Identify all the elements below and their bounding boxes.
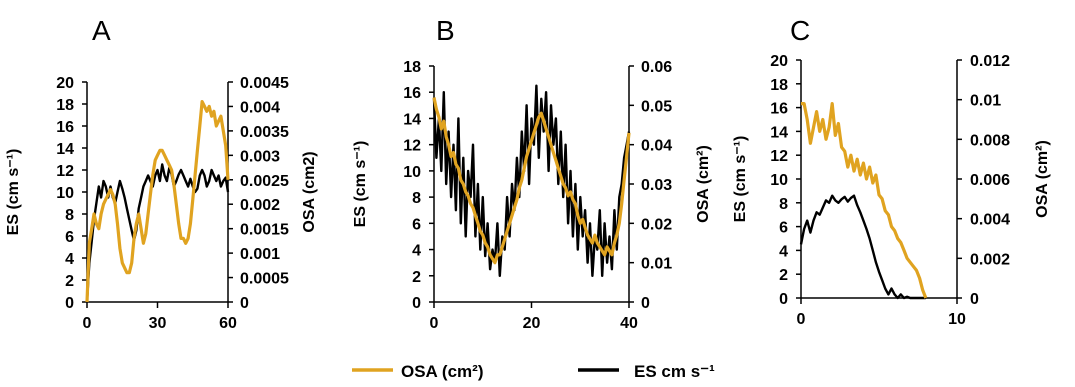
y-right-tick-label: 0.002 — [970, 251, 1010, 268]
y-right-tick-label: 0.01 — [970, 93, 1001, 110]
y-left-tick-label: 6 — [412, 216, 421, 233]
chart-panel-A: A0 30 600246810121416182000.00050.0010.001… — [5, 15, 318, 332]
y-left-tick-label: 14 — [403, 111, 421, 128]
y-left-tick-label: 12 — [56, 163, 74, 180]
y-left-axis-label: ES (cm s⁻¹) — [732, 136, 749, 223]
y-right-tick-label: 0.006 — [970, 172, 1010, 189]
x-tick-label: 60 — [219, 315, 237, 332]
y-right-tick-label: 0.04 — [641, 138, 672, 155]
y-left-tick-label: 6 — [779, 220, 788, 237]
panel-label: A — [92, 15, 111, 46]
y-right-tick-label: 0.05 — [641, 98, 672, 115]
y-right-axis-label: OSA (cm²) — [695, 145, 712, 223]
x-tick-label: 30 — [149, 315, 167, 332]
y-right-tick-label: 0.003 — [240, 148, 280, 165]
osa-series-line — [801, 101, 928, 299]
y-left-tick-label: 18 — [770, 77, 788, 94]
y-left-tick-label: 0 — [412, 295, 421, 312]
y-left-tick-label: 16 — [56, 119, 74, 136]
y-right-tick-label: 0.0025 — [240, 173, 289, 190]
y-left-tick-label: 14 — [770, 124, 788, 141]
y-right-tick-label: 0.0005 — [240, 271, 289, 288]
y-left-tick-label: 12 — [403, 138, 421, 155]
legend-osa-label: OSA (cm²) — [401, 362, 484, 381]
y-left-tick-label: 10 — [403, 164, 421, 181]
y-right-tick-label: 0.06 — [641, 59, 672, 76]
y-left-axis-label: ES (cm s⁻¹) — [352, 141, 369, 228]
panel-label: B — [436, 15, 455, 46]
y-right-tick-label: 0.02 — [641, 216, 672, 233]
y-left-tick-label: 18 — [403, 59, 421, 76]
y-right-tick-label: 0.01 — [641, 256, 672, 273]
y-left-axis-label: ES (cm s⁻¹) — [5, 149, 22, 236]
y-right-tick-label: 0.001 — [240, 246, 280, 263]
y-left-tick-label: 8 — [779, 196, 788, 213]
y-left-tick-label: 12 — [770, 148, 788, 165]
x-tick-label: 20 — [523, 315, 541, 332]
y-right-tick-label: 0.008 — [970, 132, 1010, 149]
y-left-tick-label: 4 — [779, 243, 788, 260]
es-series-line — [799, 194, 926, 300]
chart-panel-C: C0 100246810121416182000.0020.0040.0060.0… — [732, 15, 1051, 328]
y-right-tick-label: 0.004 — [240, 99, 280, 116]
es-series-line — [432, 84, 631, 277]
y-left-tick-label: 2 — [779, 267, 788, 284]
x-tick-label: 0 — [83, 315, 92, 332]
y-left-tick-label: 20 — [770, 53, 788, 70]
y-left-tick-label: 10 — [770, 172, 788, 189]
y-right-tick-label: 0.0035 — [240, 124, 289, 141]
y-left-tick-label: 0 — [65, 295, 74, 312]
y-left-tick-label: 10 — [56, 185, 74, 202]
y-left-tick-label: 16 — [770, 101, 788, 118]
y-right-tick-label: 0 — [970, 291, 979, 308]
y-right-tick-label: 0 — [641, 295, 650, 312]
y-right-tick-label: 0 — [240, 295, 249, 312]
y-right-tick-label: 0.0015 — [240, 222, 289, 239]
y-right-axis-label: OSA (cm2) — [301, 151, 318, 232]
y-left-tick-label: 18 — [56, 97, 74, 114]
panel-label: C — [790, 15, 810, 46]
y-right-tick-label: 0.004 — [970, 212, 1010, 229]
y-left-tick-label: 0 — [779, 291, 788, 308]
x-tick-label: 0 — [430, 315, 439, 332]
y-right-tick-label: 0.0045 — [240, 75, 289, 92]
y-right-tick-label: 0.012 — [970, 53, 1010, 70]
y-left-tick-label: 6 — [65, 229, 74, 246]
y-left-tick-label: 20 — [56, 75, 74, 92]
y-left-tick-label: 8 — [65, 207, 74, 224]
chart-panel-B: B0 20 4002468101214161800.010.020.030.040.… — [352, 15, 712, 332]
y-left-tick-label: 14 — [56, 141, 74, 158]
y-right-tick-label: 0.002 — [240, 197, 280, 214]
x-tick-label: 40 — [620, 315, 638, 332]
y-left-tick-label: 16 — [403, 85, 421, 102]
legend-es-label: ES cm s⁻¹ — [634, 362, 715, 381]
y-right-tick-label: 0.03 — [641, 177, 672, 194]
y-left-tick-label: 2 — [412, 269, 421, 286]
y-left-tick-label: 4 — [412, 243, 421, 260]
legend: OSA (cm²) ES cm s⁻¹ — [352, 362, 715, 381]
y-left-tick-label: 4 — [65, 251, 74, 268]
y-left-tick-label: 2 — [65, 273, 74, 290]
x-tick-label: 10 — [948, 311, 966, 328]
chart-panels: A0 30 600246810121416182000.00050.0010.001… — [5, 15, 1051, 332]
y-left-tick-label: 8 — [412, 190, 421, 207]
osa-series-line — [85, 99, 230, 303]
osa-series-line — [432, 97, 631, 265]
x-tick-label: 0 — [797, 311, 806, 328]
y-right-axis-label: OSA (cm²) — [1034, 140, 1051, 218]
es-series-line — [85, 163, 230, 303]
